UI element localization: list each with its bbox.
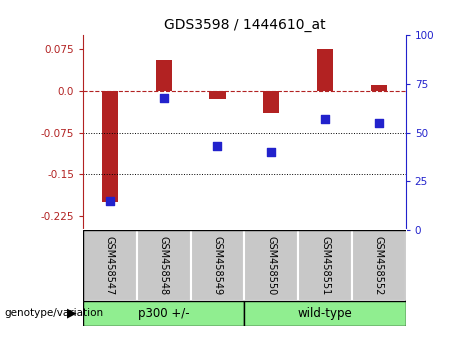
Point: [214, 144, 221, 149]
Bar: [137, 230, 190, 301]
Bar: [83, 230, 137, 301]
Bar: [102, 91, 118, 202]
Bar: [371, 85, 387, 91]
Bar: [263, 91, 279, 113]
Bar: [244, 301, 406, 326]
Point: [106, 198, 113, 204]
Bar: [244, 230, 298, 301]
Text: GSM458547: GSM458547: [105, 236, 115, 295]
Text: p300 +/-: p300 +/-: [138, 307, 189, 320]
Text: ▶: ▶: [67, 307, 76, 320]
Text: wild-type: wild-type: [298, 307, 352, 320]
Text: GSM458551: GSM458551: [320, 236, 330, 295]
Text: GSM458548: GSM458548: [159, 236, 169, 295]
Text: genotype/variation: genotype/variation: [5, 308, 104, 318]
Bar: [83, 301, 244, 326]
Title: GDS3598 / 1444610_at: GDS3598 / 1444610_at: [164, 18, 325, 32]
Text: GSM458549: GSM458549: [213, 236, 223, 295]
Text: GSM458552: GSM458552: [374, 236, 384, 295]
Text: GSM458550: GSM458550: [266, 236, 276, 295]
Bar: [298, 230, 352, 301]
Bar: [209, 91, 225, 99]
Bar: [352, 230, 406, 301]
Point: [160, 95, 167, 101]
Bar: [190, 230, 244, 301]
Point: [375, 120, 383, 126]
Bar: [155, 61, 171, 91]
Point: [267, 149, 275, 155]
Point: [321, 116, 329, 122]
Bar: [317, 49, 333, 91]
